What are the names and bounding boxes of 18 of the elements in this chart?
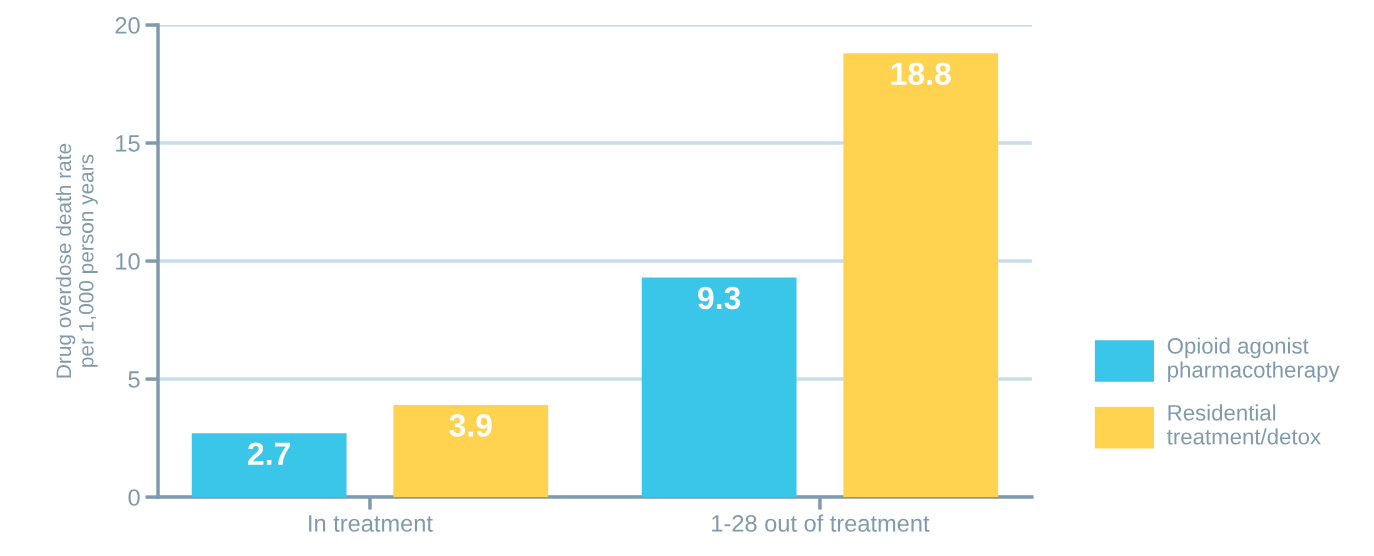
bar bbox=[843, 53, 999, 498]
bar bbox=[393, 405, 549, 498]
x-tick-label: 1-28 out of treatment bbox=[712, 514, 930, 532]
y-tick-label: 5 bbox=[128, 371, 140, 388]
y-axis-title: Drug overdose death rate per 1,000 person years bbox=[55, 143, 98, 378]
y-tick-label: 15 bbox=[116, 135, 140, 152]
y-tick-label: 0 bbox=[128, 489, 140, 506]
legend-label: Residential treatment/detox bbox=[1167, 404, 1321, 445]
legend-label: Opioid agonist pharmacotherapy bbox=[1167, 337, 1340, 383]
y-tick-label: 20 bbox=[115, 17, 140, 34]
bar bbox=[641, 277, 797, 498]
data-label: 9.3 bbox=[698, 286, 741, 310]
bar bbox=[191, 433, 347, 498]
x-tick-label: In treatment bbox=[309, 515, 433, 532]
data-label: 18.8 bbox=[891, 62, 951, 86]
data-label: 3.9 bbox=[449, 414, 492, 437]
data-label: 2.7 bbox=[248, 442, 290, 465]
y-tick-label: 10 bbox=[116, 253, 140, 270]
